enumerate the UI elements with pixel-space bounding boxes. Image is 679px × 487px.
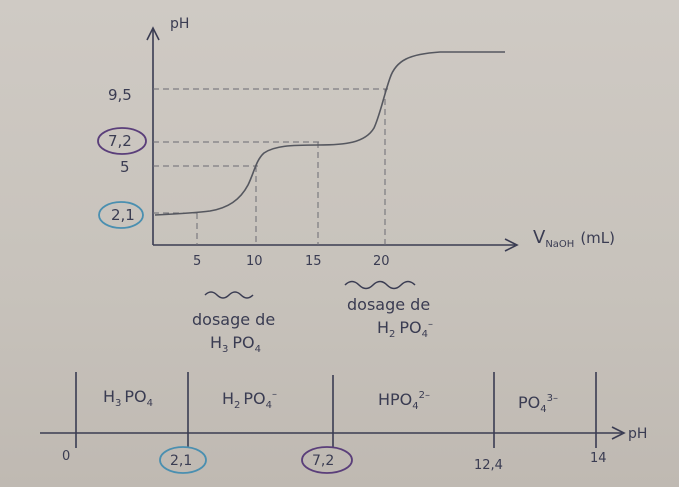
species-h3po4: H3 PO4 (103, 387, 153, 409)
y-axis-label: pH (170, 16, 189, 32)
guide-lines (153, 88, 388, 245)
predominance-diagram: pH H3 PO4 H2 PO4– HPO42– PO43– 0 2,1 7,2 1… (40, 372, 647, 474)
squiggle-1 (204, 291, 254, 299)
x-axis-arrow-icon (504, 238, 519, 252)
x-tick-5: 5 (193, 254, 201, 269)
titration-curve (154, 51, 505, 216)
species-h2po4: H2 PO4– (222, 389, 277, 411)
circle-ph-2-1 (159, 446, 207, 474)
species-hpo4: HPO42– (378, 390, 430, 412)
y-tick-7-2: 7,2 (108, 132, 132, 150)
y-axis-arrow-icon (146, 26, 160, 41)
annotation-1-line2: H3 PO4 (210, 333, 261, 355)
y-tick-9-5: 9,5 (108, 86, 132, 104)
circle-ph-7-2 (301, 446, 353, 474)
y-tick-5: 5 (120, 158, 130, 176)
ph-tick-14: 14 (590, 451, 607, 466)
x-axis-label: VNaOH (mL) (533, 227, 615, 250)
annotation-2-line2: H2 PO4– (377, 318, 433, 340)
ph-axis-arrow-icon (611, 426, 626, 440)
x-tick-10: 10 (246, 254, 263, 269)
ph-tick-12-4: 12,4 (474, 458, 503, 473)
x-tick-20: 20 (373, 254, 390, 269)
annotation-2-line1: dosage de (347, 295, 430, 314)
squiggle-2 (344, 280, 416, 290)
y-tick-2-1: 2,1 (111, 206, 135, 224)
ph-tick-7-2: 7,2 (312, 453, 334, 469)
circle-7-2 (97, 127, 147, 155)
ph-axis-label: pH (628, 426, 647, 442)
ph-tick-0: 0 (62, 449, 70, 464)
ph-tick-2-1: 2,1 (170, 453, 192, 469)
boundary-lines (75, 372, 597, 448)
circle-2-1 (98, 201, 144, 229)
species-po4: PO43– (518, 393, 558, 415)
titration-graph: pH VNaOH (mL) 9,5 7,2 5 2,1 5 10 15 20 (97, 16, 615, 355)
annotation-1-line1: dosage de (192, 310, 275, 329)
x-tick-15: 15 (305, 254, 322, 269)
